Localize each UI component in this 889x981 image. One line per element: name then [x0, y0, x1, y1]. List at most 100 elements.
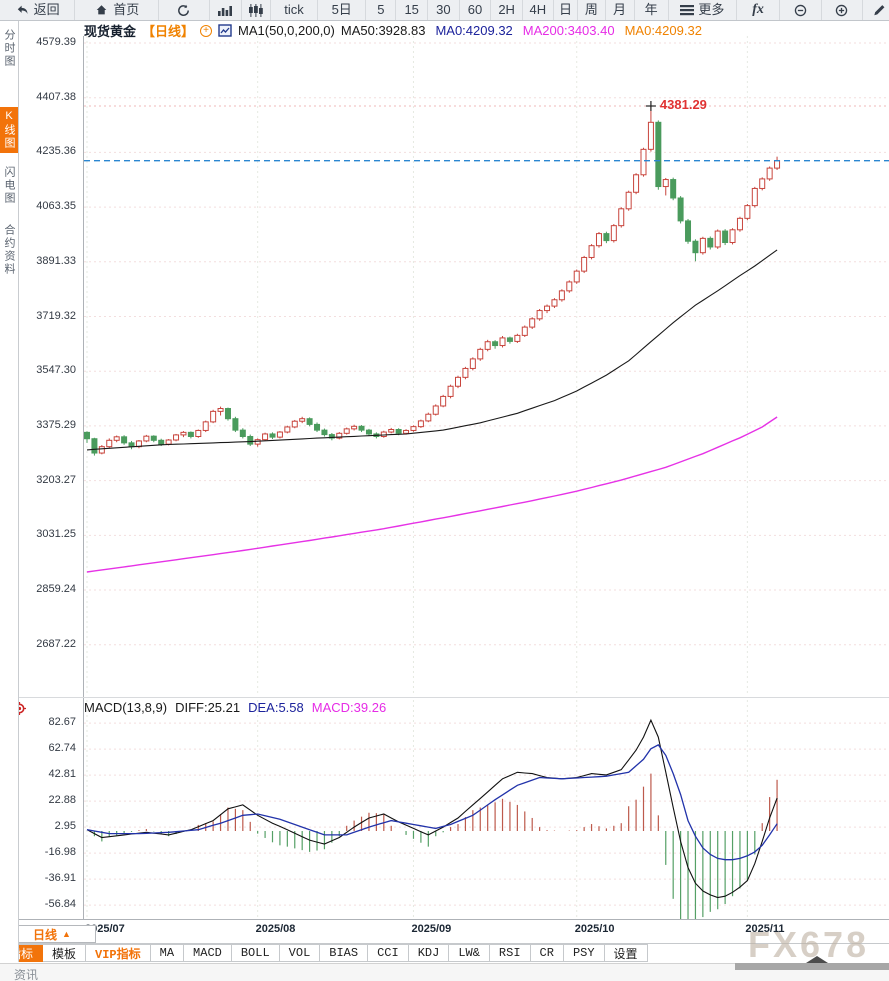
pane-divider: [0, 697, 889, 698]
back-button[interactable]: 返回: [0, 0, 76, 20]
macd-histogram: [93, 773, 778, 919]
scrollbar-arrow-icon[interactable]: [806, 956, 828, 963]
price-tick-label: 2687.22: [36, 637, 76, 650]
macd-value: DEA:5.58: [248, 699, 304, 715]
xaxis-bottom-border: [0, 943, 889, 944]
diff-line: [86, 718, 778, 899]
period-button-5日[interactable]: 5日: [318, 0, 367, 20]
macd-tick-label: -36.91: [44, 872, 76, 885]
refresh-icon: [178, 4, 190, 16]
chart-type-sidebar: 分时图 K线图闪电图合约资料: [0, 21, 19, 962]
period-button-4H[interactable]: 4H: [523, 0, 554, 20]
indicator-tab-设置[interactable]: 设置: [604, 945, 648, 962]
status-news-label[interactable]: 资讯: [14, 968, 39, 981]
indicator-tab-CR[interactable]: CR: [530, 945, 564, 962]
indicator-tab-CCI[interactable]: CCI: [368, 945, 409, 962]
macd-tick-label: 42.81: [48, 768, 76, 781]
indicator-tab-PSY[interactable]: PSY: [563, 945, 605, 962]
zoom-in-icon: [836, 4, 848, 16]
macd-chart-canvas[interactable]: [84, 700, 889, 919]
period-button-tick[interactable]: tick: [271, 0, 318, 20]
period-button-2H[interactable]: 2H: [491, 0, 523, 20]
period-button-5[interactable]: 5: [366, 0, 397, 20]
home-label: 首页: [113, 2, 140, 17]
indicator-tab-模板[interactable]: 模板: [43, 945, 87, 962]
macd-header: MACD(13,8,9) DIFF:25.21 DEA:5.58 MACD:39.26: [84, 699, 386, 715]
home-button[interactable]: 首页: [75, 0, 160, 20]
home-icon: [96, 5, 107, 15]
period-label: 15: [404, 2, 419, 17]
indicator-settings-icon[interactable]: [218, 24, 232, 37]
fx-icon: fx: [752, 2, 764, 17]
macd-tick-label: 22.88: [48, 794, 76, 807]
more-button[interactable]: 更多: [669, 0, 737, 20]
period-label: 30: [436, 2, 451, 17]
price-tick-label: 4579.39: [36, 36, 76, 48]
symbol-name: 现货黄金: [84, 24, 137, 39]
period-button-周[interactable]: 周: [578, 0, 606, 20]
macd-value: MACD(13,8,9): [84, 699, 168, 715]
period-label: tick: [284, 2, 304, 17]
period-selector-button[interactable]: 日线 ▲: [8, 925, 96, 943]
macd-tick-label: -16.98: [44, 846, 76, 859]
period-selector-label: 日线: [33, 927, 58, 942]
macd-tick-label: 82.67: [48, 716, 76, 729]
main-chart-canvas[interactable]: 4381.29: [84, 36, 889, 697]
period-label: 5: [377, 2, 385, 17]
indicator-formula-button[interactable]: fx: [737, 0, 781, 20]
time-tick-label: 2025/09: [411, 923, 452, 935]
period-button-30[interactable]: 30: [428, 0, 460, 20]
price-tick-label: 3891.33: [36, 254, 76, 267]
pencil-icon: [874, 4, 885, 15]
price-tick-label: 4235.36: [36, 145, 76, 158]
zoom-out-button[interactable]: [780, 0, 822, 20]
indicator-tab-KDJ[interactable]: KDJ: [408, 945, 450, 962]
add-compare-icon[interactable]: +: [200, 24, 213, 37]
price-tick-label: 4407.38: [36, 90, 76, 103]
indicator-tab-BOLL[interactable]: BOLL: [231, 945, 280, 962]
period-button-60[interactable]: 60: [460, 0, 492, 20]
period-label: 年: [644, 2, 658, 17]
candlestick-view-button[interactable]: [242, 0, 272, 20]
watermark: FX678: [748, 924, 870, 965]
sidebar-item-闪电图[interactable]: 闪电图: [3, 166, 15, 205]
symbol-period-tag: 【日线】: [142, 24, 195, 39]
period-label: 日: [559, 2, 573, 17]
sidebar-item-合约资料[interactable]: 合约资料: [3, 224, 15, 276]
bar-chart-view-button[interactable]: [210, 0, 243, 20]
indicator-tab-LW&[interactable]: LW&: [449, 945, 490, 962]
indicator-tab-MACD[interactable]: MACD: [184, 945, 232, 962]
more-label: 更多: [698, 2, 725, 17]
draw-tool-button[interactable]: [863, 0, 889, 20]
horizontal-scrollbar-handle[interactable]: [735, 963, 889, 970]
sidebar-item-分时图[interactable]: 分时图: [3, 29, 15, 68]
candlestick-icon: [249, 3, 263, 17]
price-tick-label: 3203.27: [36, 473, 76, 486]
ma-values: MA50:3928.83 MA0:4209.32 MA200:3403.40 MA0:…: [341, 23, 712, 38]
period-button-年[interactable]: 年: [635, 0, 669, 20]
ma-value: MA0:4209.32: [624, 23, 702, 38]
time-tick-label: 2025/08: [255, 923, 296, 935]
price-tick-label: 4063.35: [36, 200, 76, 213]
period-button-日[interactable]: 日: [554, 0, 579, 20]
toolbar: 返回 首页 tick 5日 5 15 30 60 2H 4H 日周月 年 更多 fx: [0, 0, 889, 21]
refresh-button[interactable]: [159, 0, 210, 20]
sidebar-item-K线图[interactable]: K线图: [0, 107, 18, 153]
dea-line: [86, 744, 778, 861]
period-button-月[interactable]: 月: [606, 0, 635, 20]
period-label: 2H: [498, 2, 515, 17]
indicator-tab-RSI[interactable]: RSI: [489, 945, 531, 962]
macd-tick-label: 62.74: [48, 742, 76, 755]
indicator-tab-BIAS[interactable]: BIAS: [320, 945, 369, 962]
zoom-in-button[interactable]: [822, 0, 864, 20]
macd-value: MACD:39.26: [311, 699, 387, 715]
chart-header: 现货黄金 【日线】 + MA1(50,0,200,0) MA50:3928.83…: [84, 22, 712, 39]
peak-price-label: 4381.29: [660, 97, 707, 112]
period-label: 5日: [331, 2, 352, 17]
indicator-tab-VOL[interactable]: VOL: [279, 945, 321, 962]
macd-tick-label: 2.95: [54, 820, 76, 833]
indicator-tab-VIP指标[interactable]: VIP指标: [86, 945, 151, 962]
period-button-15[interactable]: 15: [396, 0, 428, 20]
indicator-tab-MA[interactable]: MA: [150, 945, 185, 962]
